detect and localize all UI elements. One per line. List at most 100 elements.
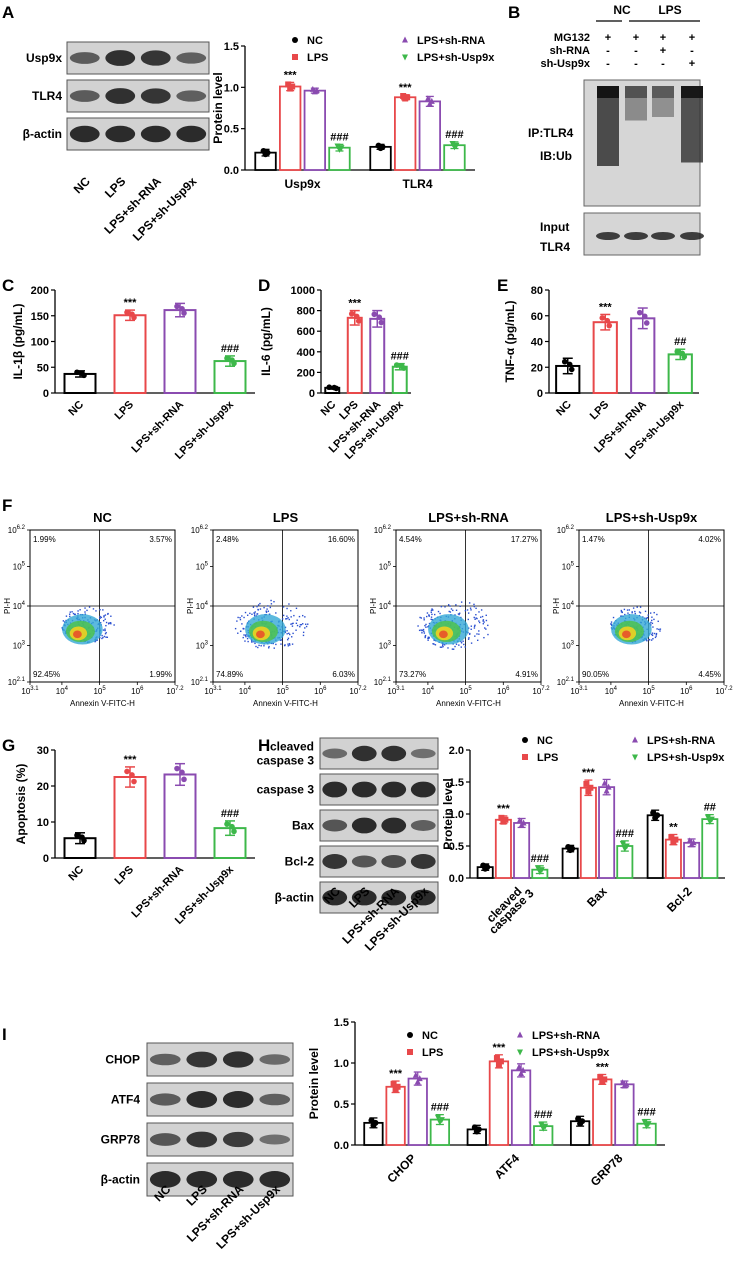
data-point bbox=[224, 355, 230, 362]
flow-event bbox=[470, 609, 472, 611]
significance-label: ### bbox=[330, 131, 348, 143]
data-point bbox=[376, 314, 383, 320]
flow-event bbox=[103, 615, 105, 617]
blot-band bbox=[381, 889, 407, 906]
y-tick-label: 2.0 bbox=[449, 745, 464, 757]
y-tick-label: 20 bbox=[37, 781, 49, 793]
flow-event bbox=[417, 625, 419, 627]
flow-event bbox=[254, 642, 256, 645]
flow-event bbox=[252, 606, 255, 608]
data-point bbox=[74, 832, 80, 839]
flow-event bbox=[646, 616, 649, 619]
flow-event bbox=[460, 640, 462, 643]
bar bbox=[646, 814, 664, 879]
flow-event bbox=[434, 644, 437, 646]
x-tick-label: Bcl-2 bbox=[664, 884, 695, 915]
treatment-mark: - bbox=[634, 45, 638, 57]
data-point bbox=[704, 814, 711, 821]
y-tick-label: 60 bbox=[531, 311, 543, 323]
flow-event bbox=[639, 612, 642, 614]
flow-event bbox=[305, 625, 308, 628]
flow-event bbox=[462, 640, 464, 642]
flow-event bbox=[84, 607, 86, 609]
flow-event bbox=[424, 636, 426, 639]
x-tick-label: Usp9x bbox=[284, 177, 320, 191]
flow-event bbox=[101, 637, 103, 640]
blot-band bbox=[351, 817, 377, 834]
flow-event bbox=[102, 629, 105, 631]
legend-label: LPS+sh-RNA bbox=[532, 1030, 600, 1042]
bar bbox=[113, 314, 147, 394]
flow-event bbox=[646, 640, 648, 642]
grouped-bar-chart: 0.0 0.5 1.0 1.5 Protein level NC LPS+sh-RNA LPS… bbox=[211, 35, 495, 191]
flow-event bbox=[476, 633, 478, 635]
input-protein-label: TLR4 bbox=[540, 240, 570, 254]
blot-band bbox=[410, 820, 436, 831]
y-tick-label: 20 bbox=[531, 362, 543, 374]
lane-label: LPS+sh-Usp9x bbox=[130, 174, 200, 244]
flow-event bbox=[92, 608, 95, 610]
flow-event bbox=[105, 624, 107, 627]
flow-event bbox=[628, 609, 631, 611]
blot-band bbox=[322, 748, 348, 759]
flow-event bbox=[623, 608, 626, 611]
flow-event bbox=[110, 615, 112, 617]
flow-event bbox=[302, 634, 305, 637]
x-tick-label: 103.1 bbox=[21, 686, 39, 696]
data-point bbox=[371, 311, 378, 318]
bar bbox=[592, 1078, 613, 1146]
data-point bbox=[668, 834, 675, 841]
flow-event bbox=[421, 629, 423, 632]
blot-label: ATF4 bbox=[111, 1093, 140, 1107]
bar-chart: 0 50 100 150 200 IL-1β (pg/mL) NC *** LPSLPS+sh-… bbox=[11, 285, 255, 462]
flow-event bbox=[263, 645, 265, 647]
y-tick-label: 1.0 bbox=[449, 809, 464, 821]
data-point bbox=[688, 841, 695, 848]
y-tick-label: 0.5 bbox=[334, 1099, 349, 1111]
data-point bbox=[131, 314, 137, 321]
data-point bbox=[636, 309, 643, 316]
y-tick-label: 40 bbox=[531, 337, 543, 349]
y-tick-label: 0 bbox=[309, 388, 315, 400]
flow-event bbox=[631, 611, 633, 613]
flow-event bbox=[287, 643, 289, 645]
flow-event bbox=[236, 620, 238, 622]
data-point bbox=[577, 1120, 584, 1127]
flow-event bbox=[478, 633, 480, 635]
y-axis-title: IL-1β (pg/mL) bbox=[11, 304, 25, 380]
bar bbox=[683, 841, 701, 879]
x-tick-label: 104 bbox=[422, 686, 435, 696]
quadrant-value: 16.60% bbox=[328, 535, 355, 544]
y-tick-label: 200 bbox=[297, 367, 315, 379]
data-point bbox=[390, 1080, 397, 1087]
blot-band bbox=[322, 781, 348, 798]
flow-event bbox=[485, 628, 487, 630]
data-point bbox=[181, 776, 187, 783]
flow-event bbox=[77, 612, 79, 615]
flow-event bbox=[467, 612, 470, 614]
treatment-mark: - bbox=[634, 58, 638, 70]
flow-event bbox=[288, 632, 290, 635]
blot-band bbox=[140, 125, 171, 143]
data-point bbox=[566, 361, 573, 368]
treatment-mark: + bbox=[689, 58, 695, 70]
flow-event bbox=[106, 636, 109, 638]
flow-event bbox=[653, 618, 655, 621]
flow-event bbox=[442, 645, 444, 648]
flow-event bbox=[287, 645, 290, 647]
panel-label: E bbox=[497, 276, 508, 295]
legend-marker bbox=[632, 754, 638, 761]
y-axis-title: TNF-α (pg/mL) bbox=[503, 300, 517, 382]
flow-event bbox=[299, 625, 301, 628]
flow-event bbox=[107, 613, 109, 615]
data-point bbox=[643, 320, 650, 326]
input-band bbox=[651, 232, 675, 240]
ub-smear bbox=[597, 86, 619, 166]
blot-label: β-actin bbox=[23, 127, 62, 141]
data-point bbox=[285, 81, 292, 88]
blot-band bbox=[222, 1171, 254, 1188]
flow-event bbox=[96, 639, 98, 641]
quadrant-value: 73.27% bbox=[399, 670, 426, 679]
flow-event bbox=[237, 616, 239, 619]
flow-event bbox=[651, 632, 654, 634]
